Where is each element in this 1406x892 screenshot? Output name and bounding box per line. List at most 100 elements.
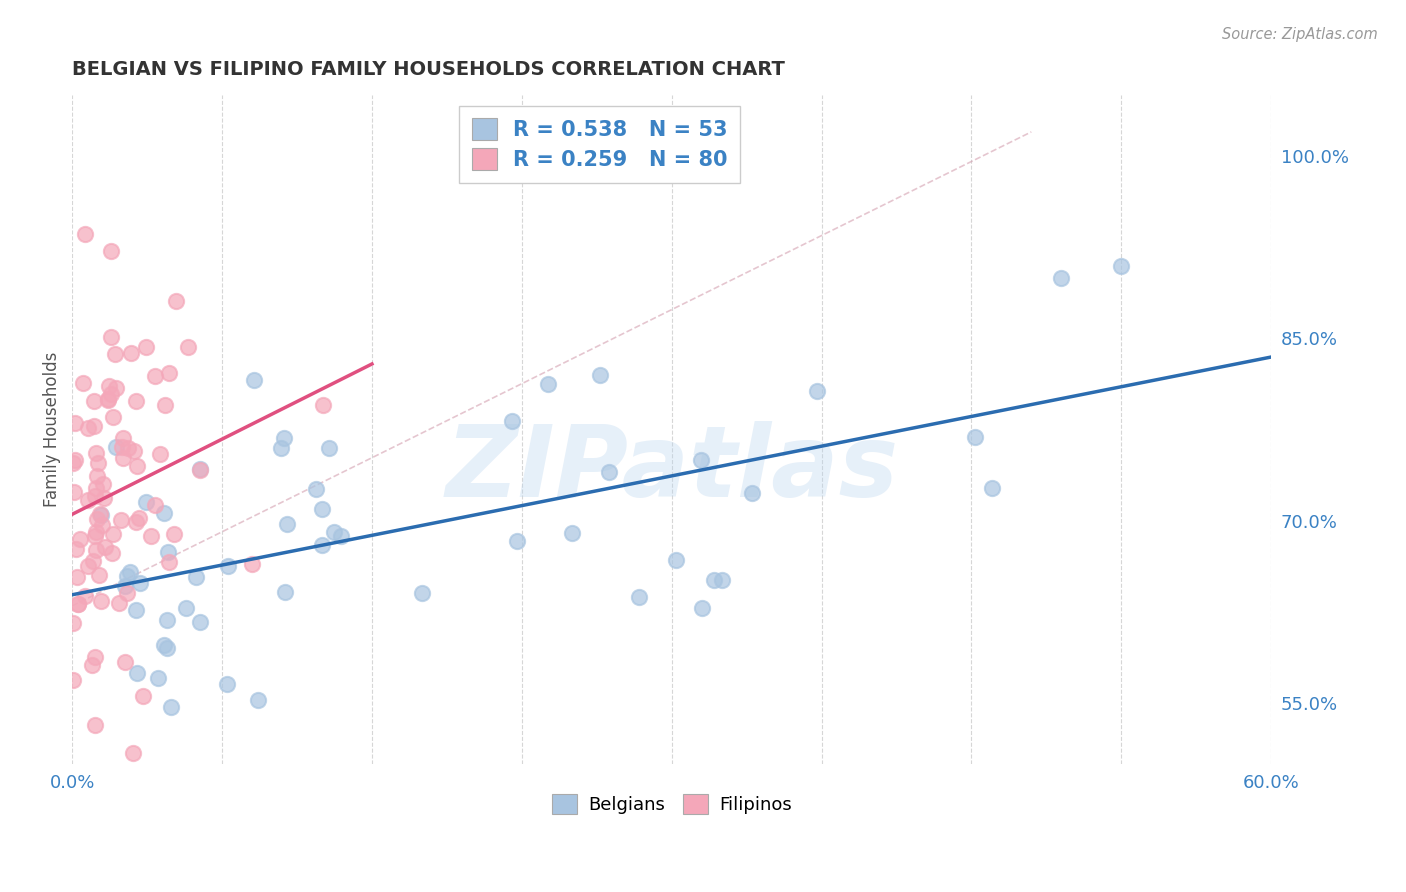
Point xyxy=(139,529,162,543)
Point xyxy=(83,529,105,543)
Point xyxy=(91,518,114,533)
Point xyxy=(125,666,148,681)
Point xyxy=(117,441,139,455)
Point xyxy=(243,373,266,387)
Point xyxy=(165,293,187,308)
Point xyxy=(329,528,352,542)
Point xyxy=(87,456,110,470)
Point xyxy=(86,468,108,483)
Point xyxy=(270,442,292,456)
Point xyxy=(157,555,180,569)
Point xyxy=(741,486,763,500)
Point xyxy=(184,570,207,584)
Point xyxy=(65,417,87,431)
Point xyxy=(692,600,714,615)
Point xyxy=(114,655,136,669)
Point xyxy=(97,393,120,408)
Point xyxy=(100,387,122,401)
Point xyxy=(311,538,333,552)
Point xyxy=(159,699,181,714)
Point xyxy=(149,447,172,461)
Point xyxy=(153,506,176,520)
Point xyxy=(101,527,124,541)
Point xyxy=(86,512,108,526)
Point xyxy=(627,590,650,604)
Point xyxy=(806,384,828,398)
Point xyxy=(101,546,124,560)
Point xyxy=(665,553,688,567)
Point xyxy=(77,493,100,508)
Point xyxy=(125,393,148,408)
Point xyxy=(311,502,333,516)
Point xyxy=(83,490,105,504)
Point xyxy=(111,440,134,454)
Point xyxy=(121,345,143,359)
Point xyxy=(711,573,734,587)
Point xyxy=(114,579,136,593)
Point xyxy=(118,566,141,580)
Point xyxy=(90,594,112,608)
Point xyxy=(274,585,297,599)
Point xyxy=(100,329,122,343)
Point xyxy=(82,554,104,568)
Point xyxy=(75,227,97,241)
Point xyxy=(135,340,157,354)
Point xyxy=(110,513,132,527)
Point xyxy=(190,461,212,475)
Point xyxy=(101,410,124,425)
Y-axis label: Family Households: Family Households xyxy=(44,352,60,508)
Point xyxy=(63,485,86,500)
Text: Source: ZipAtlas.com: Source: ZipAtlas.com xyxy=(1222,27,1378,42)
Point xyxy=(122,443,145,458)
Point xyxy=(87,567,110,582)
Point xyxy=(217,677,239,691)
Point xyxy=(84,543,107,558)
Point xyxy=(981,481,1004,495)
Point xyxy=(108,596,131,610)
Point xyxy=(80,657,103,672)
Point xyxy=(97,392,120,407)
Point xyxy=(91,476,114,491)
Point xyxy=(1109,259,1132,273)
Point xyxy=(86,446,108,460)
Point xyxy=(66,597,89,611)
Point xyxy=(125,459,148,474)
Point xyxy=(690,452,713,467)
Point xyxy=(188,615,211,629)
Point xyxy=(177,340,200,354)
Point xyxy=(598,465,620,479)
Text: ZIPatlas: ZIPatlas xyxy=(446,421,898,518)
Point xyxy=(153,639,176,653)
Point xyxy=(273,432,295,446)
Point xyxy=(105,440,128,454)
Point xyxy=(66,570,89,584)
Point xyxy=(589,368,612,383)
Point xyxy=(318,441,340,455)
Point xyxy=(90,508,112,522)
Point xyxy=(305,482,328,496)
Point xyxy=(157,366,180,380)
Point xyxy=(62,673,84,688)
Point xyxy=(122,746,145,760)
Legend: Belgians, Filipinos: Belgians, Filipinos xyxy=(544,787,799,822)
Point xyxy=(163,527,186,541)
Point xyxy=(89,507,111,521)
Point xyxy=(146,672,169,686)
Point xyxy=(94,540,117,554)
Point xyxy=(111,431,134,445)
Point xyxy=(174,600,197,615)
Point xyxy=(322,524,344,539)
Point xyxy=(69,532,91,546)
Point xyxy=(76,421,98,435)
Point xyxy=(501,413,523,427)
Point xyxy=(93,491,115,505)
Point xyxy=(963,430,986,444)
Point xyxy=(156,544,179,558)
Point xyxy=(97,378,120,392)
Text: BELGIAN VS FILIPINO FAMILY HOUSEHOLDS CORRELATION CHART: BELGIAN VS FILIPINO FAMILY HOUSEHOLDS CO… xyxy=(72,60,785,78)
Point xyxy=(104,381,127,395)
Point xyxy=(132,689,155,703)
Point xyxy=(65,542,87,557)
Point xyxy=(125,515,148,529)
Point xyxy=(75,589,97,603)
